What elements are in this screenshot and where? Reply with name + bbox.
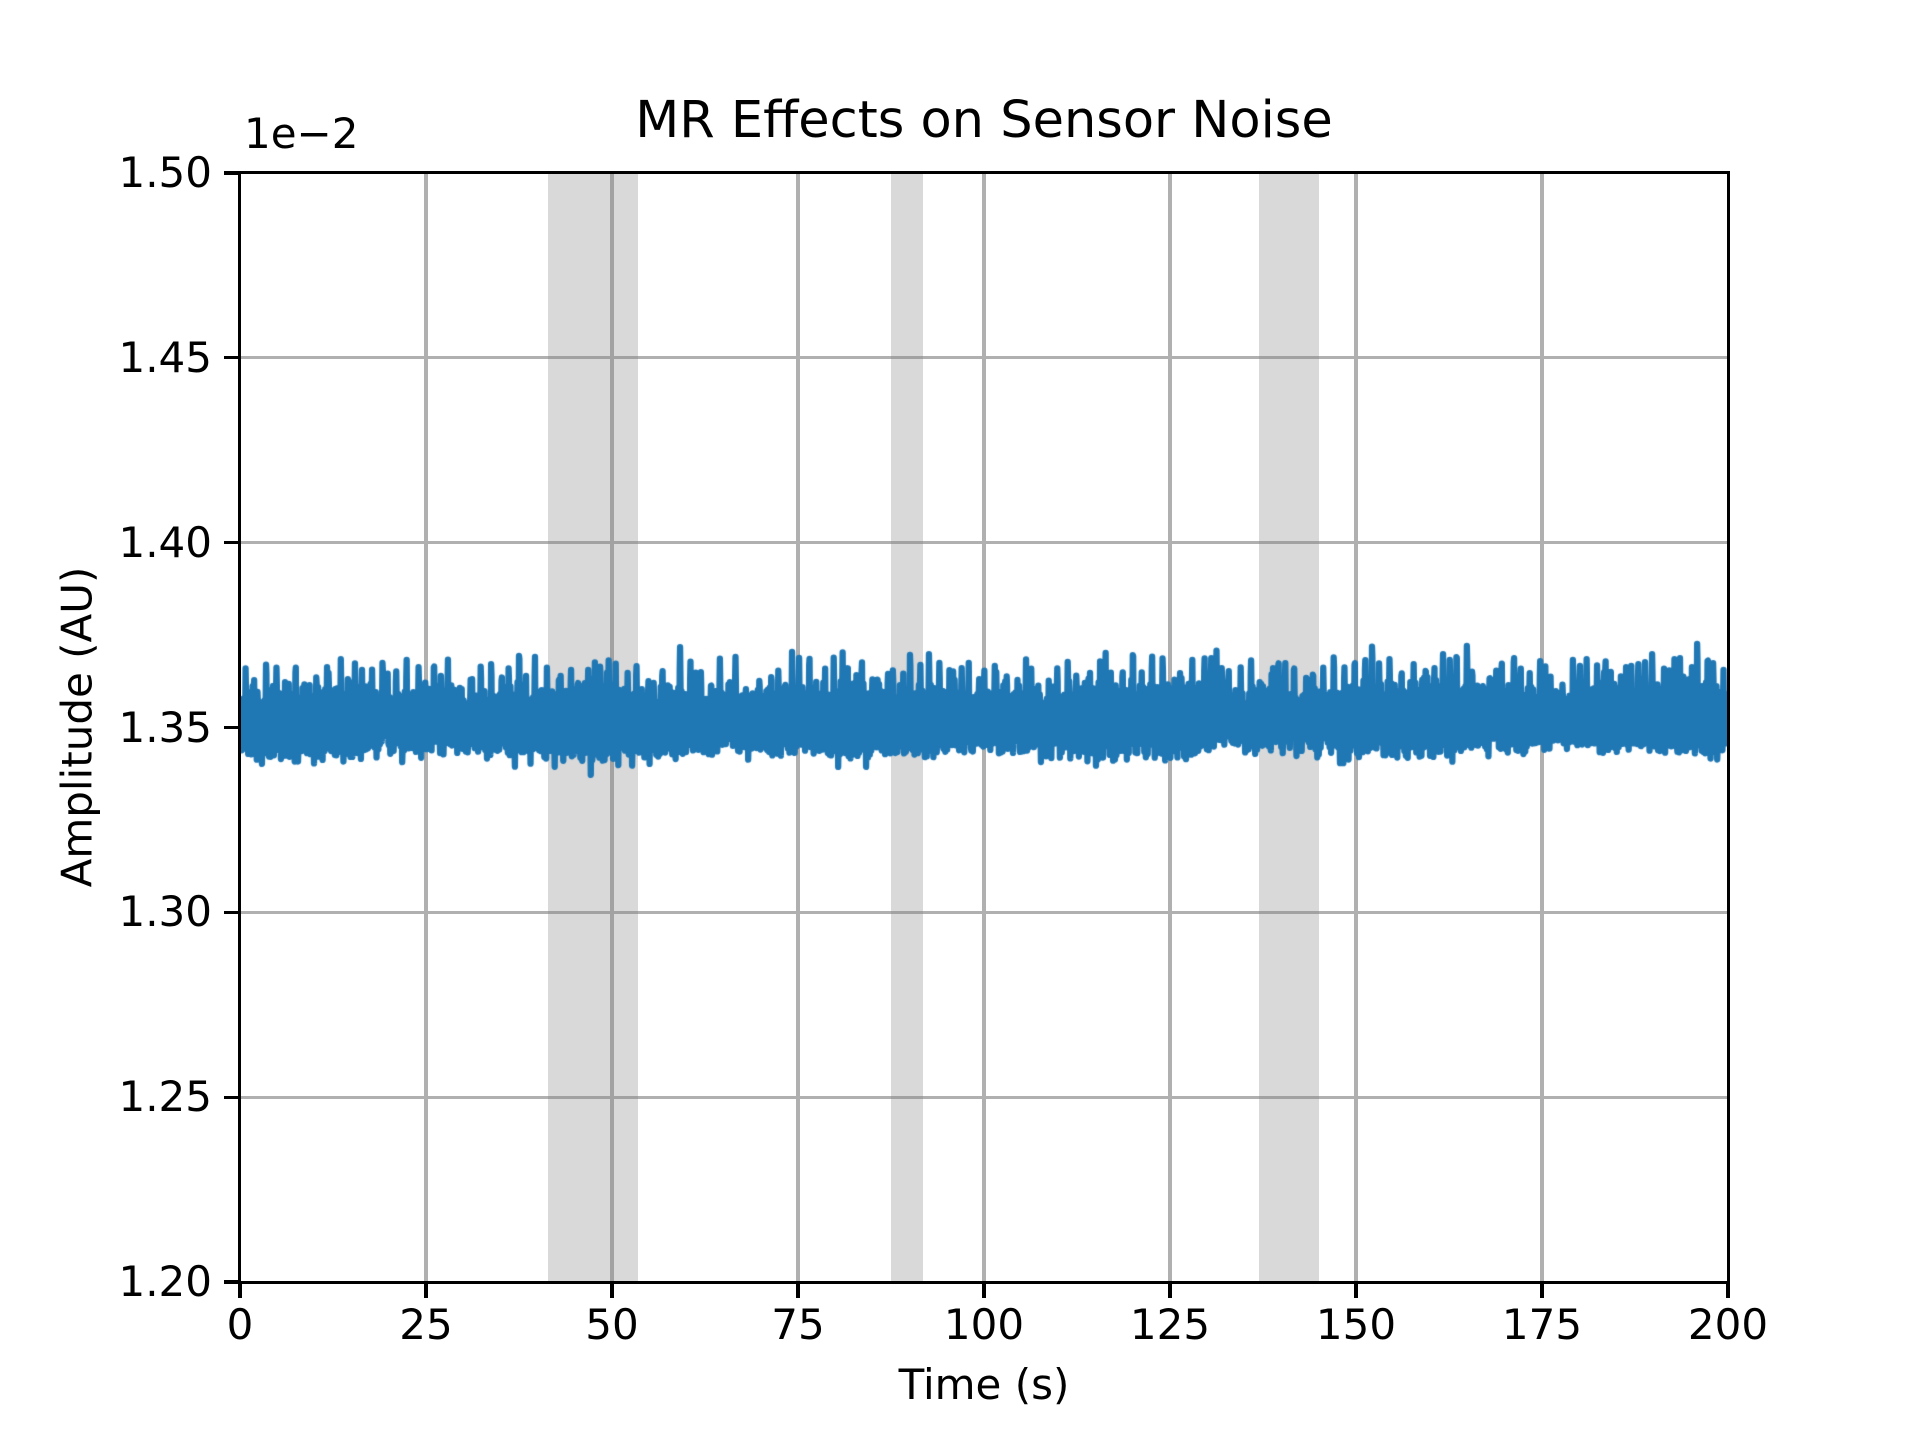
- y-tick-mark: [224, 910, 240, 914]
- y-tick-mark: [224, 725, 240, 730]
- plot-area: [240, 173, 1728, 1282]
- signal-line-canvas: [240, 173, 1728, 1282]
- y-tick-label: 1.30: [118, 887, 212, 937]
- y-tick-mark: [224, 1280, 240, 1284]
- x-tick-mark: [982, 1282, 986, 1298]
- x-tick-mark: [1168, 1282, 1172, 1298]
- x-tick-label: 200: [1687, 1300, 1769, 1349]
- y-tick-label: 1.50: [118, 148, 212, 197]
- y-tick-mark: [224, 356, 240, 360]
- x-tick-mark: [796, 1282, 800, 1298]
- x-tick-label: 50: [585, 1300, 639, 1349]
- x-axis-label: Time (s): [898, 1360, 1070, 1409]
- y-axis-offset-text: 1e−2: [244, 109, 359, 158]
- y-tick-mark: [224, 541, 240, 545]
- x-tick-mark: [424, 1282, 428, 1298]
- x-tick-label: 125: [1129, 1300, 1211, 1349]
- x-tick-label: 0: [226, 1300, 254, 1349]
- x-tick-mark: [1726, 1282, 1730, 1298]
- y-tick-label: 1.40: [118, 517, 212, 567]
- x-tick-label: 100: [943, 1300, 1025, 1349]
- x-tick-label: 75: [771, 1300, 825, 1349]
- y-tick-mark: [224, 171, 240, 175]
- y-tick-label: 1.35: [118, 702, 212, 752]
- y-tick-label: 1.20: [118, 1257, 212, 1306]
- x-tick-label: 150: [1315, 1300, 1397, 1349]
- x-tick-label: 25: [399, 1300, 453, 1349]
- y-tick-label: 1.45: [118, 332, 212, 382]
- x-tick-mark: [1540, 1282, 1544, 1298]
- x-tick-mark: [610, 1282, 614, 1298]
- y-tick-mark: [224, 1095, 240, 1099]
- x-tick-mark: [238, 1282, 242, 1298]
- y-tick-label: 1.25: [118, 1072, 212, 1122]
- x-tick-label: 175: [1501, 1300, 1583, 1349]
- chart-title: MR Effects on Sensor Noise: [635, 91, 1333, 150]
- x-tick-mark: [1354, 1282, 1358, 1298]
